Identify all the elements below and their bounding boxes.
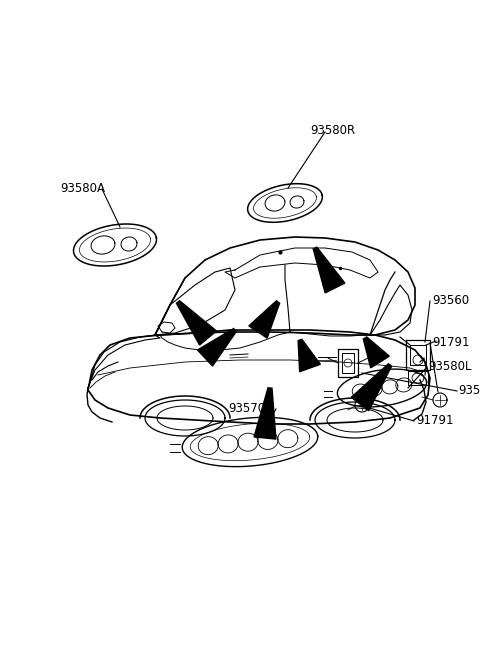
- Polygon shape: [249, 301, 280, 338]
- Text: 93580R: 93580R: [310, 123, 355, 136]
- Polygon shape: [298, 339, 320, 372]
- Text: 93580A: 93580A: [60, 182, 105, 194]
- Text: 91791: 91791: [416, 413, 454, 426]
- Text: 93560: 93560: [458, 384, 480, 396]
- Text: 93560: 93560: [432, 293, 469, 306]
- Polygon shape: [177, 300, 216, 345]
- Polygon shape: [254, 388, 276, 439]
- Text: 93580L: 93580L: [428, 359, 471, 373]
- Polygon shape: [351, 364, 392, 411]
- Text: 93570B: 93570B: [228, 401, 273, 415]
- Polygon shape: [313, 247, 345, 293]
- Polygon shape: [363, 337, 389, 368]
- Polygon shape: [197, 329, 236, 366]
- Text: 91791: 91791: [432, 335, 469, 348]
